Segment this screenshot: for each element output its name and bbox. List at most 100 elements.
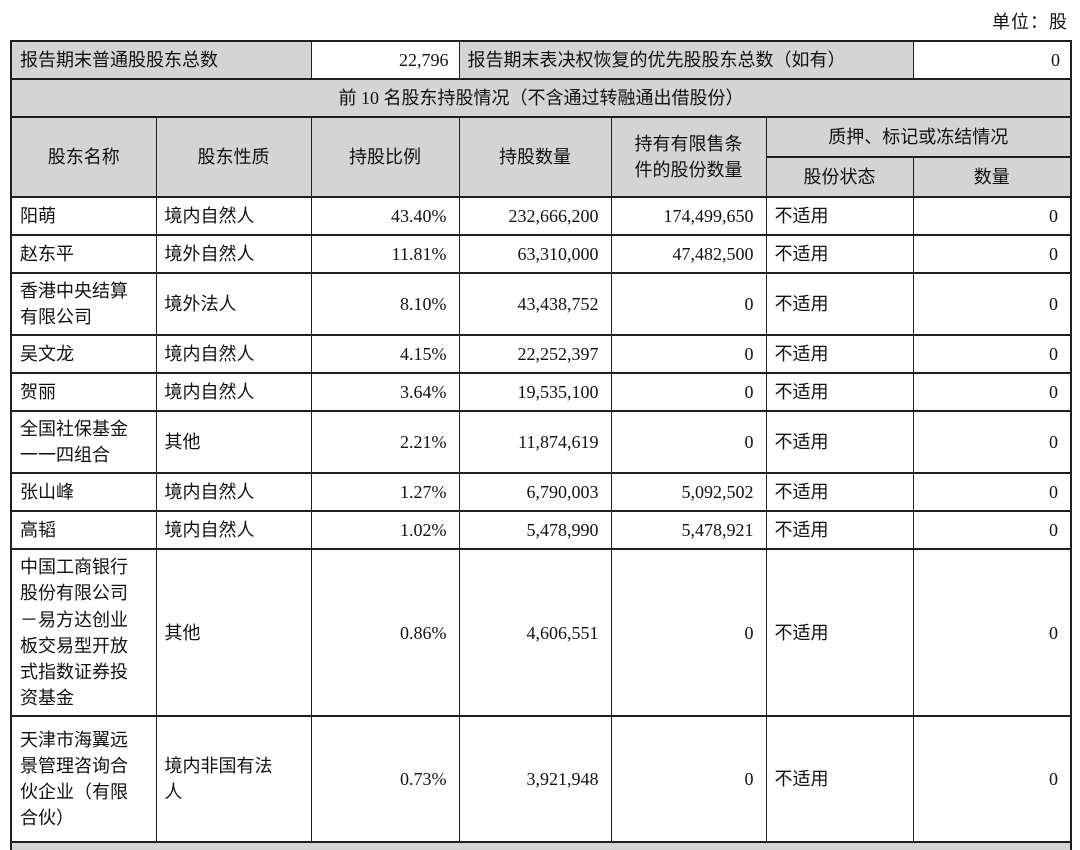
shareholder-nature: 境内自然人 xyxy=(155,196,312,236)
header-row-1: 股东名称 股东性质 持股比例 持股数量 持有有限售条件的股份数量 质押、标记或冻… xyxy=(10,116,1072,198)
shareholder-nature: 境内自然人 xyxy=(155,372,312,413)
restricted-shares: 0 xyxy=(610,410,767,475)
restricted-shares: 0 xyxy=(610,271,767,337)
shareholder-nature: 境内自然人 xyxy=(155,472,312,513)
pledge-status: 不适用 xyxy=(765,548,914,717)
shareholder-nature: 境内自然人 xyxy=(155,510,312,551)
pledge-qty: 0 xyxy=(912,334,1072,375)
pledge-status: 不适用 xyxy=(765,334,914,375)
holding-shares: 5,478,990 xyxy=(458,510,612,551)
pledge-qty: 0 xyxy=(912,714,1072,843)
ordinary-shareholders-label: 报告期末普通股股东总数 xyxy=(10,40,312,80)
holding-ratio: 0.73% xyxy=(310,714,460,843)
holding-ratio: 8.10% xyxy=(310,271,460,337)
pledge-status: 不适用 xyxy=(765,410,914,475)
pledge-qty: 0 xyxy=(912,196,1072,236)
pledge-status: 不适用 xyxy=(765,196,914,236)
restricted-shares: 0 xyxy=(610,714,767,843)
table-row: 张山峰 境内自然人 1.27% 6,790,003 5,092,502 不适用 … xyxy=(10,472,1072,513)
preferred-shareholders-label: 报告期末表决权恢复的优先股股东总数（如有） xyxy=(458,40,914,80)
pledge-status: 不适用 xyxy=(765,714,914,843)
clipped-bottom-row: 持股 5%以上股东、前 10 名股东及前 10 名无限售流通股股东参与转融通业务… xyxy=(10,840,1072,850)
holding-shares: 63,310,000 xyxy=(458,234,612,274)
restricted-shares: 5,092,502 xyxy=(610,472,767,513)
holding-shares: 43,438,752 xyxy=(458,271,612,337)
pledge-qty: 0 xyxy=(912,271,1072,337)
pledge-qty: 0 xyxy=(912,372,1072,413)
holding-ratio: 0.86% xyxy=(310,548,460,717)
table-row: 高韬 境内自然人 1.02% 5,478,990 5,478,921 不适用 0 xyxy=(10,510,1072,551)
pledge-status: 不适用 xyxy=(765,510,914,551)
col-header-ratio: 持股比例 xyxy=(310,116,460,198)
col-header-restricted: 持有有限售条件的股份数量 xyxy=(610,116,767,198)
table-row: 天津市海翼远景管理咨询合伙企业（有限合伙） 境内非国有法人 0.73% 3,92… xyxy=(10,714,1072,843)
shareholder-name: 阳萌 xyxy=(10,196,157,236)
col-header-nature: 股东性质 xyxy=(155,116,312,198)
holding-shares: 19,535,100 xyxy=(458,372,612,413)
restricted-shares: 174,499,650 xyxy=(610,196,767,236)
pledge-status: 不适用 xyxy=(765,472,914,513)
holding-ratio: 3.64% xyxy=(310,372,460,413)
shareholder-name: 高韬 xyxy=(10,510,157,551)
summary-row: 报告期末普通股股东总数 22,796 报告期末表决权恢复的优先股股东总数（如有）… xyxy=(10,40,1072,80)
shareholder-nature: 境外法人 xyxy=(155,271,312,337)
shareholder-nature: 境内非国有法人 xyxy=(155,714,312,843)
shareholder-nature: 境外自然人 xyxy=(155,234,312,274)
holding-ratio: 1.27% xyxy=(310,472,460,513)
holding-shares: 22,252,397 xyxy=(458,334,612,375)
holding-shares: 6,790,003 xyxy=(458,472,612,513)
shareholder-name: 香港中央结算有限公司 xyxy=(10,271,157,337)
shareholder-name: 天津市海翼远景管理咨询合伙企业（有限合伙） xyxy=(10,714,157,843)
shareholder-table: 报告期末普通股股东总数 22,796 报告期末表决权恢复的优先股股东总数（如有）… xyxy=(10,40,1072,850)
table-row: 阳萌 境内自然人 43.40% 232,666,200 174,499,650 … xyxy=(10,196,1072,236)
header-row-2: 股份状态 数量 xyxy=(11,156,1072,198)
ordinary-shareholders-value: 22,796 xyxy=(310,40,460,80)
col-header-pledge-qty: 数量 xyxy=(912,156,1072,198)
restricted-shares: 0 xyxy=(610,334,767,375)
holding-ratio: 1.02% xyxy=(310,510,460,551)
shareholder-name: 吴文龙 xyxy=(10,334,157,375)
holding-ratio: 4.15% xyxy=(310,334,460,375)
unit-label: 单位：股 xyxy=(992,12,1068,32)
shareholder-nature: 境内自然人 xyxy=(155,334,312,375)
holding-ratio: 11.81% xyxy=(310,234,460,274)
shareholder-name: 中国工商银行股份有限公司－易方达创业板交易型开放式指数证券投资基金 xyxy=(10,548,157,717)
shareholder-nature: 其他 xyxy=(155,410,312,475)
table-row: 全国社保基金一一四组合 其他 2.21% 11,874,619 0 不适用 0 xyxy=(10,410,1072,475)
section-title: 前 10 名股东持股情况（不含通过转融通出借股份） xyxy=(10,78,1072,118)
table-row: 中国工商银行股份有限公司－易方达创业板交易型开放式指数证券投资基金 其他 0.8… xyxy=(10,548,1072,717)
pledge-qty: 0 xyxy=(912,410,1072,475)
pledge-qty: 0 xyxy=(912,510,1072,551)
shareholder-name: 全国社保基金一一四组合 xyxy=(10,410,157,475)
section-title-row: 前 10 名股东持股情况（不含通过转融通出借股份） xyxy=(10,78,1072,118)
shareholder-name: 张山峰 xyxy=(10,472,157,513)
table-row: 吴文龙 境内自然人 4.15% 22,252,397 0 不适用 0 xyxy=(10,334,1072,375)
col-header-pledge-status: 股份状态 xyxy=(765,156,914,198)
pledge-qty: 0 xyxy=(912,472,1072,513)
shareholder-nature: 其他 xyxy=(155,548,312,717)
restricted-shares: 47,482,500 xyxy=(610,234,767,274)
table-row: 贺丽 境内自然人 3.64% 19,535,100 0 不适用 0 xyxy=(10,372,1072,413)
restricted-shares: 5,478,921 xyxy=(610,510,767,551)
restricted-shares: 0 xyxy=(610,548,767,717)
holding-ratio: 43.40% xyxy=(310,196,460,236)
shareholder-name: 贺丽 xyxy=(10,372,157,413)
shareholder-name: 赵东平 xyxy=(10,234,157,274)
pledge-qty: 0 xyxy=(912,548,1072,717)
preferred-shareholders-value: 0 xyxy=(912,40,1072,80)
col-header-pledge-group: 质押、标记或冻结情况 xyxy=(765,116,1072,158)
table-row: 香港中央结算有限公司 境外法人 8.10% 43,438,752 0 不适用 0 xyxy=(10,271,1072,337)
restricted-shares: 0 xyxy=(610,372,767,413)
pledge-qty: 0 xyxy=(912,234,1072,274)
col-header-shares: 持股数量 xyxy=(458,116,612,198)
holding-shares: 232,666,200 xyxy=(458,196,612,236)
pledge-status: 不适用 xyxy=(765,271,914,337)
holding-ratio: 2.21% xyxy=(310,410,460,475)
clipped-bottom-text: 持股 5%以上股东、前 10 名股东及前 10 名无限售流通股股东参与转融通业务… xyxy=(10,840,1072,850)
pledge-status: 不适用 xyxy=(765,234,914,274)
holding-shares: 11,874,619 xyxy=(458,410,612,475)
holding-shares: 4,606,551 xyxy=(458,548,612,717)
holding-shares: 3,921,948 xyxy=(458,714,612,843)
table-row: 赵东平 境外自然人 11.81% 63,310,000 47,482,500 不… xyxy=(10,234,1072,274)
